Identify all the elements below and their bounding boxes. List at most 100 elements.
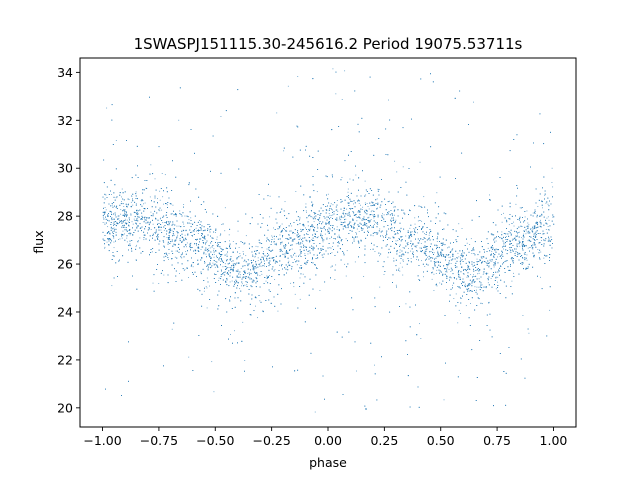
data-point [188,356,190,358]
data-point [179,210,181,212]
data-point [221,224,223,225]
data-point [297,242,299,244]
data-point [316,225,318,227]
data-point [501,221,503,223]
data-point [269,275,270,276]
data-point [371,210,373,212]
data-point [393,222,395,224]
data-point [229,299,230,301]
data-point [433,273,435,275]
data-point [424,266,426,267]
data-point [131,195,132,197]
data-point [457,252,459,254]
data-point [295,255,297,257]
data-point [283,150,285,152]
data-point [510,235,512,236]
data-point [405,303,407,305]
data-point [151,251,153,253]
data-point [147,217,148,219]
data-point [446,265,448,267]
data-point [519,245,521,247]
data-point [495,288,497,290]
data-point [491,260,493,262]
data-point [222,261,224,263]
data-point [540,251,542,253]
data-point [115,140,117,141]
data-point [295,243,297,245]
data-point [390,223,392,225]
data-point [164,174,166,176]
data-point [181,257,183,259]
data-point [206,287,208,289]
data-point [495,240,497,242]
data-point [177,234,179,236]
data-point [349,178,351,180]
data-point [143,239,145,241]
data-point [486,274,488,275]
data-point [414,223,416,225]
data-point [174,256,176,258]
data-point [121,201,122,203]
data-point [410,258,412,259]
data-point [254,255,256,257]
data-point [547,226,549,227]
data-point [154,178,156,180]
data-point [235,264,237,266]
data-point [207,248,209,250]
data-point [143,203,144,205]
data-point [291,225,293,227]
data-point [123,220,125,222]
data-point [118,239,119,240]
data-point [159,199,161,201]
data-point [522,315,524,316]
data-points [102,68,555,413]
data-point [508,270,509,271]
data-point [241,285,242,287]
data-point [513,221,514,223]
data-point [185,251,187,252]
data-point [331,252,333,254]
data-point [249,277,251,279]
data-point [405,235,407,237]
data-point [206,307,208,309]
data-point [156,236,158,238]
data-point [252,254,254,256]
data-point [311,239,313,241]
data-point [393,257,395,259]
data-point [375,221,376,223]
data-point [313,247,315,249]
data-point [305,227,306,229]
data-point [246,263,248,265]
data-point [326,237,328,239]
data-point [219,235,221,237]
data-point [279,234,281,236]
data-point [162,196,164,198]
data-point [213,248,215,250]
data-point [158,283,160,284]
data-point [227,267,228,269]
data-point [436,244,437,246]
data-point [268,249,270,250]
data-point [318,218,320,220]
data-point [461,297,463,299]
data-point [268,239,269,241]
data-point [403,212,405,214]
data-point [487,263,489,265]
data-point [163,203,164,205]
data-point [276,242,277,244]
data-point [450,263,452,264]
data-point [293,286,295,288]
data-point [213,253,215,255]
data-point [299,246,301,248]
data-point [420,243,422,244]
data-point [159,218,161,220]
data-point [255,245,257,247]
data-point [522,248,523,250]
data-point [379,286,381,288]
data-point [136,244,137,246]
data-point [409,227,411,229]
data-point [376,223,378,225]
data-point [525,233,527,235]
data-point [306,211,307,213]
data-point [360,204,361,206]
